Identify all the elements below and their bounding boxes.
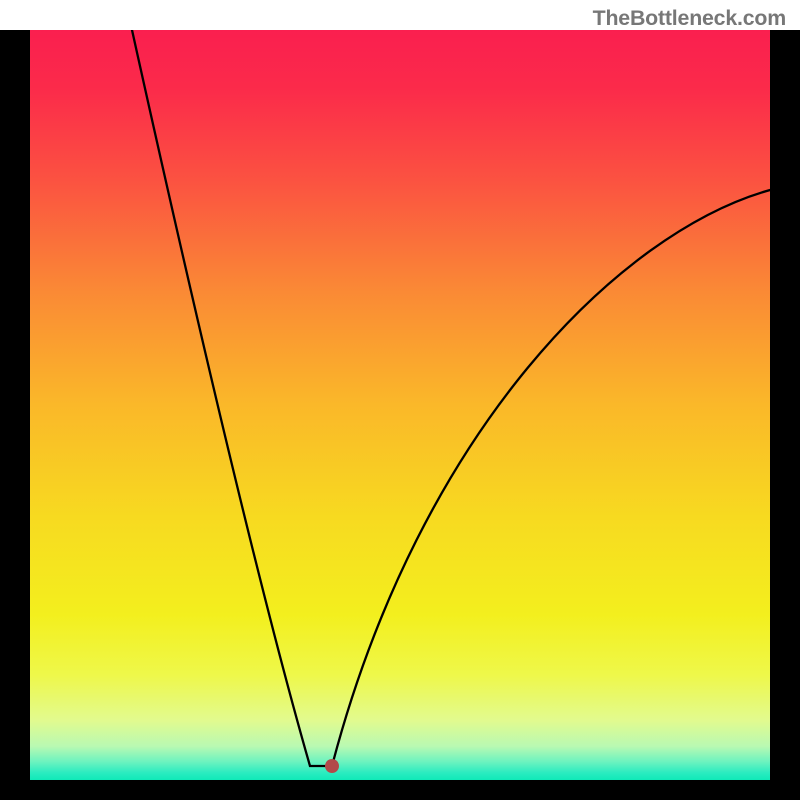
chart-frame: TheBottleneck.com (0, 0, 800, 800)
chart-svg (0, 0, 800, 800)
minimum-marker (325, 759, 339, 773)
border-bottom (0, 780, 800, 800)
gradient-background (30, 30, 770, 780)
border-right (770, 30, 800, 800)
border-left (0, 30, 30, 800)
watermark-text: TheBottleneck.com (593, 6, 786, 31)
